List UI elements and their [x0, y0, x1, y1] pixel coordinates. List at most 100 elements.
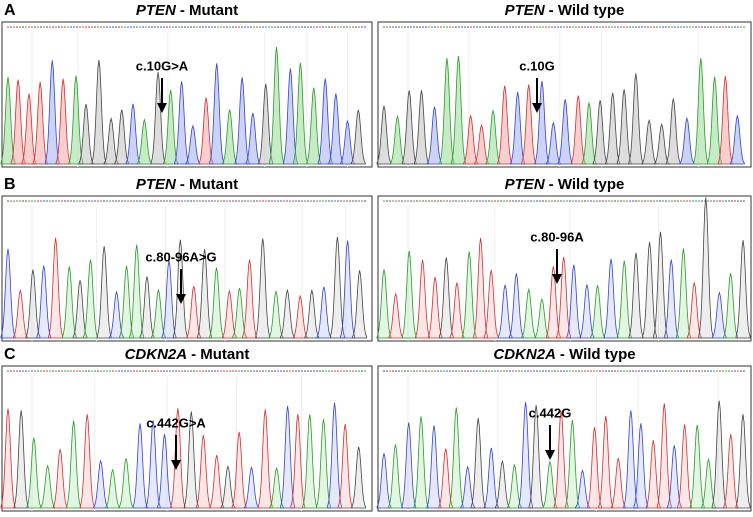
- base-call: [271, 26, 273, 28]
- base-call: [701, 370, 703, 372]
- base-call: [103, 26, 105, 28]
- base-call: [109, 370, 111, 372]
- base-call: [154, 370, 156, 372]
- base-call: [136, 370, 138, 372]
- base-call: [187, 26, 189, 28]
- base-call: [539, 200, 541, 202]
- base-call: [587, 200, 589, 202]
- peak: [521, 287, 537, 339]
- base-call: [319, 200, 321, 202]
- base-call: [238, 370, 240, 372]
- peak: [388, 444, 403, 509]
- base-call: [533, 200, 535, 202]
- base-call: [437, 370, 439, 372]
- peak: [132, 423, 148, 509]
- base-call: [704, 370, 706, 372]
- base-call: [334, 26, 336, 28]
- base-call: [389, 370, 391, 372]
- base-call: [398, 370, 400, 372]
- chromatogram: [376, 195, 752, 342]
- base-call: [271, 200, 273, 202]
- base-call: [82, 200, 84, 202]
- base-call: [364, 370, 366, 372]
- base-call: [476, 26, 478, 28]
- base-call: [581, 26, 583, 28]
- base-call: [653, 26, 655, 28]
- base-call: [632, 200, 634, 202]
- peak: [118, 458, 134, 509]
- base-call: [545, 370, 547, 372]
- base-call: [118, 200, 120, 202]
- base-call: [58, 200, 60, 202]
- base-call: [172, 200, 174, 202]
- base-call: [404, 200, 406, 202]
- peak: [518, 402, 533, 509]
- base-call: [452, 26, 454, 28]
- base-call: [34, 26, 36, 28]
- base-call: [434, 26, 436, 28]
- base-call: [130, 200, 132, 202]
- peak: [209, 267, 224, 339]
- peak: [483, 269, 499, 339]
- base-call: [428, 370, 430, 372]
- base-call: [265, 370, 267, 372]
- base-call: [635, 26, 637, 28]
- base-call: [217, 200, 219, 202]
- base-call: [85, 26, 87, 28]
- base-call: [220, 370, 222, 372]
- base-call: [485, 26, 487, 28]
- base-call: [337, 200, 339, 202]
- base-call: [298, 26, 300, 28]
- base-call: [476, 200, 478, 202]
- base-call: [737, 200, 739, 202]
- base-call: [334, 200, 336, 202]
- base-call: [521, 26, 523, 28]
- condition: - Wild type: [549, 2, 625, 19]
- base-call: [614, 26, 616, 28]
- base-call: [223, 26, 225, 28]
- peak: [25, 269, 41, 339]
- peak: [269, 46, 284, 165]
- base-call: [611, 200, 613, 202]
- base-call: [575, 370, 577, 372]
- base-call: [458, 200, 460, 202]
- base-call: [322, 370, 324, 372]
- chromatogram: [0, 21, 373, 168]
- base-call: [67, 370, 69, 372]
- peak: [438, 448, 454, 509]
- base-call: [386, 26, 388, 28]
- base-call: [614, 370, 616, 372]
- base-call: [13, 370, 15, 372]
- base-call: [584, 26, 586, 28]
- base-call: [455, 200, 457, 202]
- base-call: [710, 200, 712, 202]
- peak: [209, 455, 225, 509]
- base-call: [644, 370, 646, 372]
- base-call: [115, 26, 117, 28]
- base-call: [124, 26, 126, 28]
- chromatogram: [376, 365, 752, 512]
- base-call: [641, 370, 643, 372]
- base-call: [187, 200, 189, 202]
- base-call: [470, 370, 472, 372]
- base-call: [662, 370, 664, 372]
- base-call: [118, 26, 120, 28]
- base-call: [461, 370, 463, 372]
- peak: [268, 289, 284, 339]
- base-call: [304, 370, 306, 372]
- base-call: [40, 200, 42, 202]
- base-call: [181, 26, 183, 28]
- base-call: [464, 200, 466, 202]
- base-call: [10, 26, 12, 28]
- peak: [83, 259, 98, 339]
- peak: [119, 265, 134, 339]
- base-call: [659, 26, 661, 28]
- base-call: [193, 200, 195, 202]
- gene: PTEN: [136, 176, 177, 193]
- base-call: [208, 370, 210, 372]
- base-call: [175, 370, 177, 372]
- base-call: [608, 200, 610, 202]
- base-call: [401, 200, 403, 202]
- base-call: [268, 26, 270, 28]
- base-call: [142, 200, 144, 202]
